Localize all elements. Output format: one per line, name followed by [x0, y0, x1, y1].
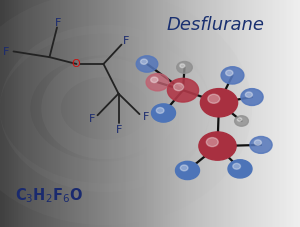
- Text: C$_3$H$_2$F$_6$O: C$_3$H$_2$F$_6$O: [15, 186, 83, 204]
- Circle shape: [180, 64, 185, 68]
- Circle shape: [146, 74, 169, 91]
- Circle shape: [200, 89, 238, 117]
- Circle shape: [237, 118, 242, 122]
- Circle shape: [174, 84, 184, 91]
- Circle shape: [151, 78, 158, 83]
- Text: F: F: [143, 111, 149, 121]
- Circle shape: [208, 95, 220, 104]
- Circle shape: [140, 60, 147, 65]
- Circle shape: [233, 164, 241, 170]
- Text: O: O: [71, 59, 80, 69]
- Circle shape: [226, 71, 233, 76]
- Circle shape: [177, 62, 192, 74]
- Circle shape: [167, 79, 199, 103]
- Circle shape: [206, 138, 218, 147]
- Circle shape: [180, 165, 188, 171]
- Circle shape: [136, 57, 158, 73]
- Text: F: F: [116, 124, 122, 134]
- Circle shape: [152, 104, 176, 123]
- Circle shape: [156, 108, 164, 114]
- Circle shape: [176, 162, 200, 180]
- Circle shape: [241, 89, 263, 106]
- Circle shape: [250, 137, 272, 154]
- Circle shape: [235, 116, 248, 127]
- Text: Desflurane: Desflurane: [167, 16, 265, 34]
- Circle shape: [199, 132, 236, 160]
- Circle shape: [254, 140, 261, 146]
- Text: F: F: [123, 36, 129, 46]
- Circle shape: [221, 67, 244, 85]
- Circle shape: [228, 160, 252, 178]
- Text: F: F: [3, 47, 9, 57]
- Circle shape: [245, 93, 252, 98]
- Text: F: F: [55, 18, 62, 28]
- Text: F: F: [89, 113, 95, 123]
